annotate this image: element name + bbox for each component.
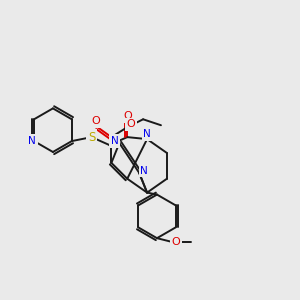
Text: N: N [140, 166, 148, 176]
Text: N: N [28, 136, 36, 146]
Text: O: O [91, 116, 100, 126]
Text: N: N [143, 129, 151, 139]
Text: S: S [88, 130, 95, 144]
Text: O: O [127, 119, 136, 129]
Text: O: O [123, 111, 132, 121]
Text: O: O [171, 237, 180, 247]
Text: N: N [110, 136, 118, 146]
